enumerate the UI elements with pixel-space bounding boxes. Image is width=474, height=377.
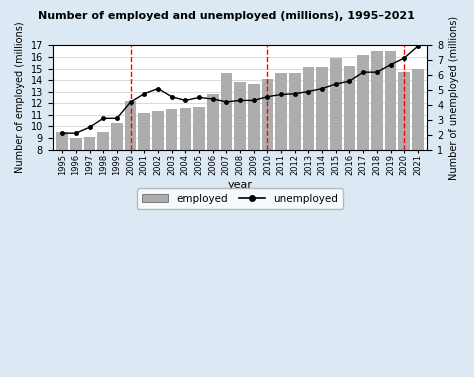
Bar xyxy=(70,138,82,242)
Bar xyxy=(84,137,95,242)
Bar xyxy=(234,83,246,242)
Bar xyxy=(180,108,191,242)
Bar xyxy=(207,94,219,242)
Bar xyxy=(399,72,410,242)
Bar xyxy=(371,51,383,242)
Bar xyxy=(385,51,396,242)
X-axis label: year: year xyxy=(228,180,253,190)
Bar xyxy=(344,66,356,242)
Bar xyxy=(98,132,109,242)
Bar xyxy=(152,111,164,242)
Bar xyxy=(125,101,137,242)
Bar xyxy=(248,84,260,242)
Legend: employed, unemployed: employed, unemployed xyxy=(137,188,343,209)
Bar xyxy=(316,67,328,242)
Bar xyxy=(56,132,68,242)
Y-axis label: Number of unemployed (millions): Number of unemployed (millions) xyxy=(449,15,459,179)
Bar xyxy=(357,55,369,242)
Bar xyxy=(262,79,273,242)
Bar xyxy=(166,109,177,242)
Bar xyxy=(330,58,342,242)
Bar xyxy=(275,73,287,242)
Bar xyxy=(220,73,232,242)
Bar xyxy=(289,73,301,242)
Text: Number of employed and unemployed (millions), 1995–2021: Number of employed and unemployed (milli… xyxy=(38,11,415,21)
Bar xyxy=(111,123,123,242)
Bar xyxy=(138,112,150,242)
Bar xyxy=(412,69,424,242)
Bar xyxy=(302,67,314,242)
Bar xyxy=(193,107,205,242)
Y-axis label: Number of employed (millions): Number of employed (millions) xyxy=(15,21,25,173)
